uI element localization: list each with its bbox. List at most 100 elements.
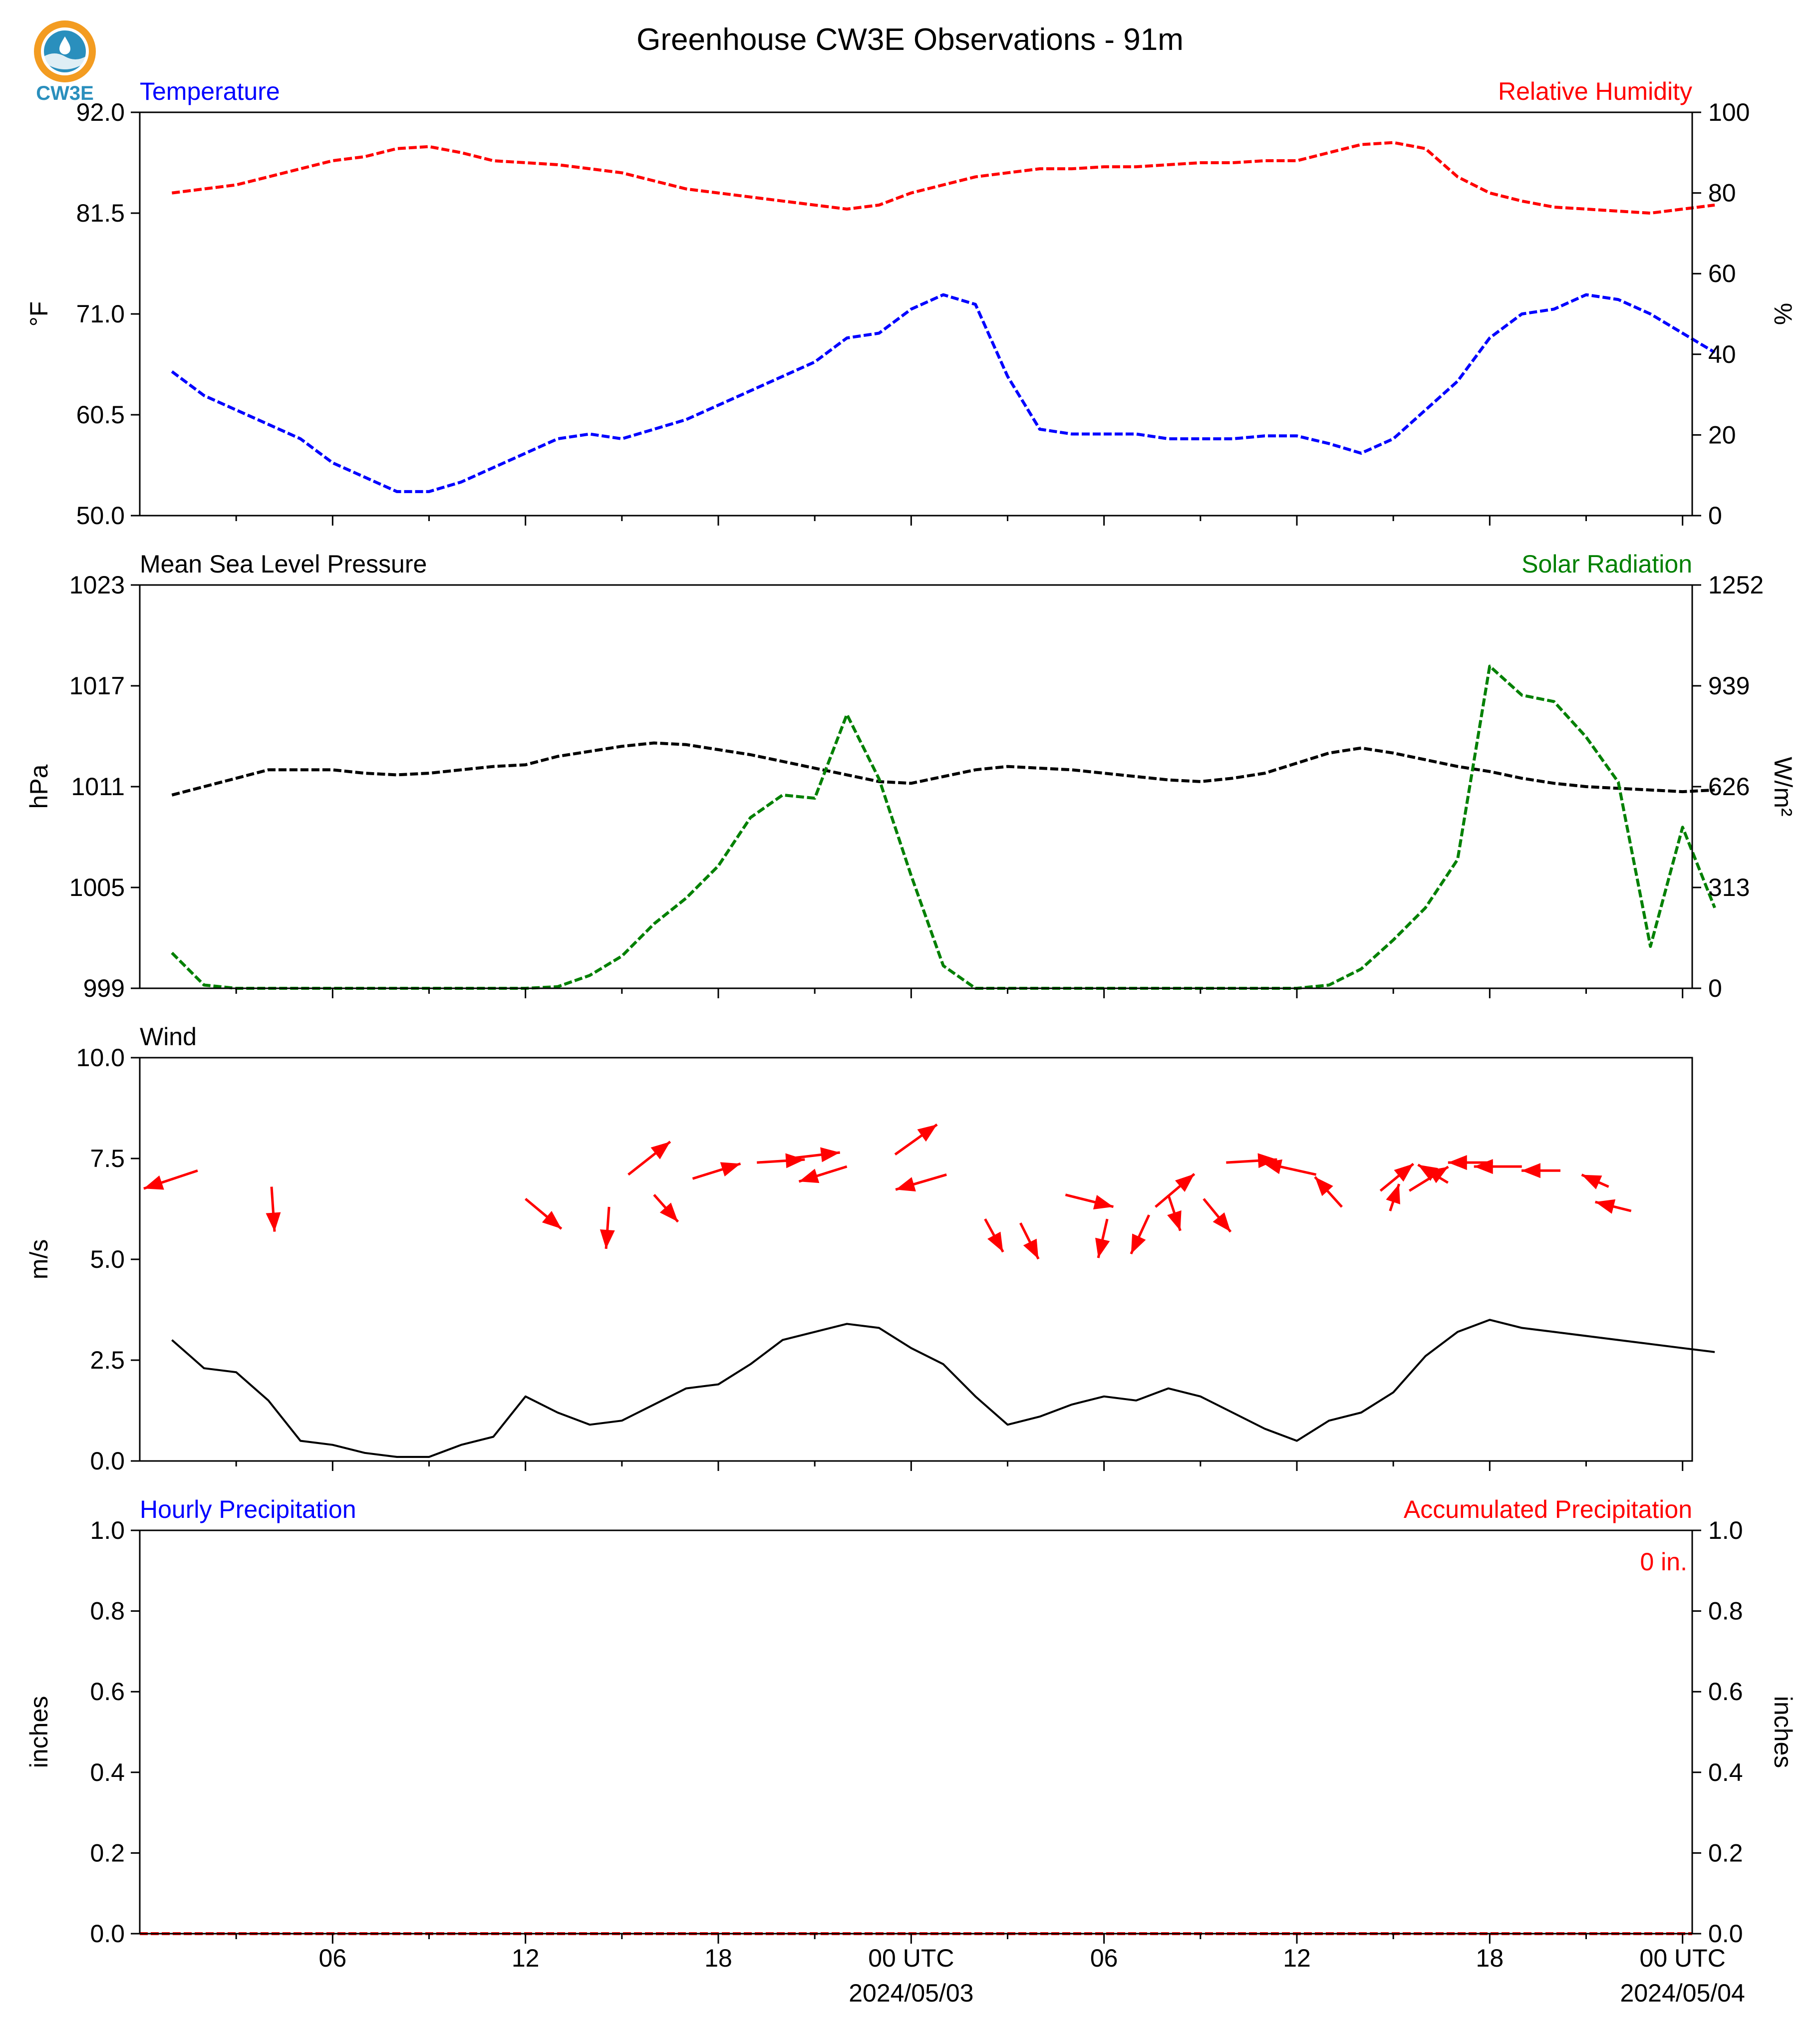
x-tick-label: 06 (319, 1944, 347, 1972)
axes-frame (139, 1529, 1693, 1935)
y-right-tick-label: 0.2 (1708, 1839, 1743, 1867)
wind-arrow-head-12 (987, 1231, 1003, 1252)
wind-arrow-head-26 (1418, 1164, 1438, 1181)
y-right-tick-label: 1.0 (1708, 1516, 1743, 1544)
x-tick-label: 00 UTC (868, 1944, 954, 1972)
y-tick-label: 60.5 (76, 401, 125, 429)
y-axis-label: inches (25, 1696, 53, 1768)
wind-arrow-head-0 (143, 1175, 164, 1190)
y-tick-label: 50.0 (76, 502, 125, 530)
panel-pressure_solar: 999 1005 1011 1017 1023 0 313 626 939 1252 Mean Se… (25, 550, 1797, 1002)
x-tick-label: 00 UTC (1640, 1944, 1726, 1972)
wind-arrow-head-21 (1262, 1159, 1282, 1174)
y-tick-label: 0.2 (90, 1839, 125, 1867)
x-tick-label: 06 (1090, 1944, 1118, 1972)
y-right-axis-label: % (1769, 303, 1797, 325)
wind-arrow-head-20 (1257, 1153, 1277, 1168)
y-right-axis-label: W/m² (1769, 757, 1797, 816)
wind-arrow-head-11 (896, 1177, 916, 1191)
x-tick-label: 12 (1283, 1944, 1311, 1972)
y-axis-label: hPa (25, 764, 53, 809)
series-line-wind-0 (171, 1319, 1715, 1458)
y-right-tick-label: 80 (1708, 179, 1736, 207)
wind-arrow-head-13 (1023, 1238, 1039, 1259)
y-right-tick-label: 313 (1708, 873, 1750, 901)
y-tick-label: 2.5 (90, 1346, 125, 1374)
series-line-pressure_solar-0 (171, 741, 1715, 797)
series-line-pressure_solar-1 (171, 664, 1716, 990)
x-axis-labels: 06 12 18 00 UTC 06 12 18 00 UTC 2024/05/03 2024/0… (319, 1944, 1745, 2007)
accumulated-total-label: 0 in. (1640, 1548, 1687, 1576)
panel-temp_rh: 50.0 60.5 71.0 81.5 92.0 0 20 40 60 80 100 Temperat… (25, 77, 1797, 530)
y-tick-label: 1.0 (90, 1516, 125, 1544)
wind-arrow-head-2 (542, 1210, 562, 1229)
wind-arrow-head-27 (1448, 1155, 1467, 1170)
panel-left-title: Wind (140, 1023, 197, 1051)
panel-left-title: Mean Sea Level Pressure (140, 550, 427, 578)
y-tick-label: 0.6 (90, 1678, 125, 1706)
wind-arrow-head-4 (650, 1142, 670, 1159)
y-tick-label: 1005 (69, 873, 125, 901)
wind-arrow-head-17 (1175, 1173, 1195, 1192)
panel-right-title: Accumulated Precipitation (1404, 1495, 1692, 1523)
y-tick-label: 1017 (69, 672, 125, 700)
y-right-tick-label: 100 (1708, 98, 1750, 126)
chart-title: Greenhouse CW3E Observations - 91m (636, 22, 1184, 57)
y-right-tick-label: 0 (1708, 502, 1722, 530)
y-tick-label: 999 (83, 974, 125, 1002)
wind-arrow-head-29 (1521, 1163, 1541, 1178)
y-tick-label: 10.0 (76, 1044, 125, 1072)
series-line-temp_rh-1 (172, 141, 1715, 215)
y-right-tick-label: 20 (1708, 421, 1736, 449)
y-right-tick-label: 0.8 (1708, 1597, 1743, 1625)
wind-arrow-head-31 (1595, 1199, 1616, 1214)
y-tick-label: 81.5 (76, 199, 125, 227)
wind-arrow-head-15 (1095, 1237, 1110, 1258)
panel-left-title: Hourly Precipitation (140, 1495, 356, 1523)
axes-frame (139, 1057, 1693, 1462)
wind-arrow-head-5 (659, 1202, 678, 1222)
wind-arrow-head-28 (1474, 1159, 1493, 1174)
wind-arrow-head-18 (1167, 1210, 1182, 1231)
wind-arrow-head-23 (1394, 1163, 1414, 1182)
y-right-tick-label: 0 (1708, 974, 1722, 1002)
y-tick-label: 1023 (69, 571, 125, 599)
logo-text: CW3E (36, 82, 94, 104)
axes-frame (139, 111, 1693, 517)
panel-right-title: Relative Humidity (1498, 77, 1692, 105)
cw3e-logo: CW3E (34, 20, 96, 104)
y-tick-label: 0.0 (90, 1447, 125, 1475)
y-axis-label: m/s (25, 1239, 53, 1280)
series-line-temp_rh-0 (171, 293, 1716, 493)
y-right-tick-label: 40 (1708, 340, 1736, 368)
panel-left-title: Temperature (140, 77, 280, 105)
wind-arrow-head-9 (799, 1168, 820, 1183)
y-tick-label: 5.0 (90, 1245, 125, 1273)
y-right-tick-label: 0.6 (1708, 1678, 1743, 1706)
wind-arrow-head-1 (266, 1212, 281, 1232)
wind-arrow-head-22 (1315, 1176, 1333, 1196)
wind-arrow-head-19 (1213, 1212, 1231, 1232)
y-right-tick-label: 626 (1708, 773, 1750, 801)
panel-wind: 0.0 2.5 5.0 7.5 10.0 Wind m/s (25, 1023, 1715, 1475)
wind-arrow-head-6 (720, 1162, 741, 1177)
wind-arrow-head-8 (820, 1147, 840, 1162)
y-tick-label: 0.8 (90, 1597, 125, 1625)
y-right-axis-label: inches (1769, 1696, 1797, 1768)
panel-precip: 0.0 0.2 0.4 0.6 0.8 1.0 0.0 0.2 0.4 0.6 0.8 1.0 Hour… (25, 1495, 1797, 1948)
y-right-tick-label: 1252 (1708, 571, 1764, 599)
wind-arrow-head-7 (785, 1153, 805, 1168)
x-tick-label: 12 (512, 1944, 540, 1972)
wind-arrow-head-24 (1386, 1184, 1400, 1204)
x-date-label: 2024/05/04 (1620, 1979, 1745, 2007)
wind-arrow-head-10 (917, 1124, 937, 1142)
wind-arrow-head-30 (1581, 1174, 1602, 1189)
y-tick-label: 71.0 (76, 300, 125, 328)
y-tick-label: 7.5 (90, 1145, 125, 1172)
x-tick-label: 18 (1476, 1944, 1504, 1972)
y-right-tick-label: 0.4 (1708, 1758, 1743, 1786)
y-tick-label: 1011 (71, 773, 125, 801)
panel-right-title: Solar Radiation (1521, 550, 1692, 578)
y-tick-label: 92.0 (76, 98, 125, 126)
